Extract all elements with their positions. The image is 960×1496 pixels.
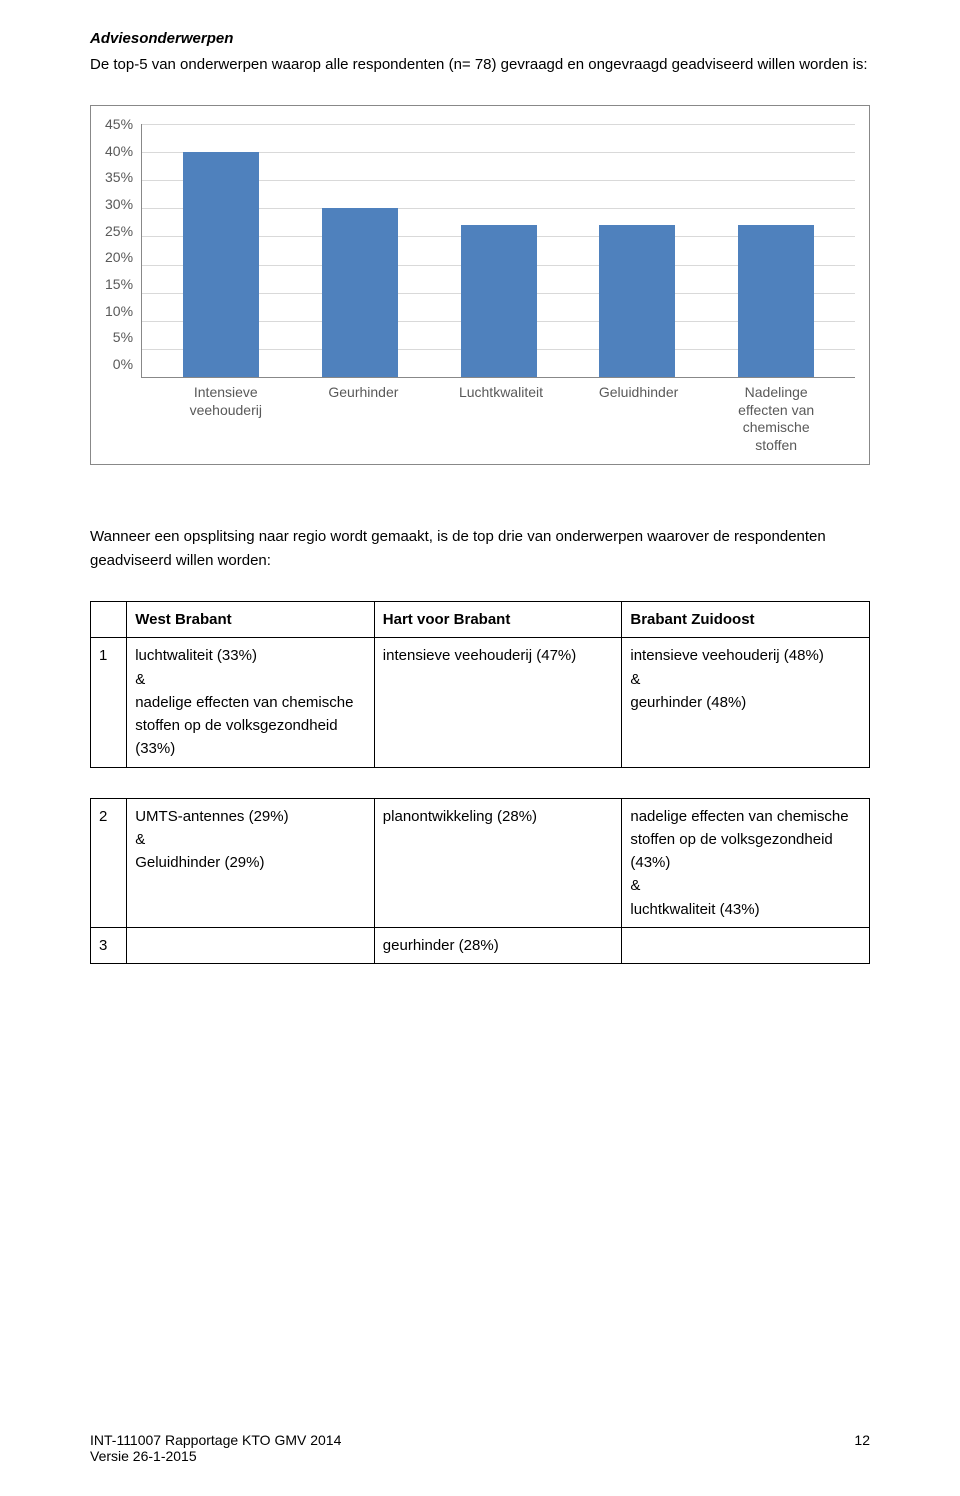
chart-bar-slot: [706, 124, 845, 377]
table-header-row: West Brabant Hart voor Brabant Brabant Z…: [91, 602, 870, 638]
chart-x-axis-row: IntensieveveehouderijGeurhinderLuchtkwal…: [105, 384, 855, 454]
chart-bar: [322, 208, 398, 377]
table-cell-west: luchtwaliteit (33%)&nadelige effecten va…: [127, 638, 375, 767]
chart-y-tick: 30%: [105, 197, 133, 211]
chart-x-label: Nadelingeeffecten vanchemischestoffen: [707, 384, 845, 454]
mid-paragraph: Wanneer een opsplitsing naar regio wordt…: [90, 525, 870, 573]
region-table-1: West Brabant Hart voor Brabant Brabant Z…: [90, 601, 870, 768]
table-cell: UMTS-antennes (29%)&Geluidhinder (29%): [127, 798, 375, 927]
chart-y-tick: 35%: [105, 170, 133, 184]
chart-x-label: Geluidhinder: [570, 384, 708, 454]
table-idx: 2: [91, 798, 127, 927]
table-idx: 1: [91, 638, 127, 767]
footer-page-number: 12: [854, 1432, 870, 1464]
chart-y-tick: 5%: [113, 330, 133, 344]
chart-bar-slot: [152, 124, 291, 377]
footer-line-2: Versie 26-1-2015: [90, 1448, 341, 1464]
chart-y-tick: 45%: [105, 117, 133, 131]
chart-bar-slot: [568, 124, 707, 377]
section-heading: Adviesonderwerpen: [90, 30, 870, 47]
chart-bar-slot: [291, 124, 430, 377]
table-row: 3 geurhinder (28%): [91, 927, 870, 963]
footer-left: INT-111007 Rapportage KTO GMV 2014 Versi…: [90, 1432, 341, 1464]
table-header-hart: Hart voor Brabant: [374, 602, 622, 638]
chart-y-tick: 10%: [105, 304, 133, 318]
chart-x-labels: IntensieveveehouderijGeurhinderLuchtkwal…: [147, 384, 855, 454]
table-cell-hart: intensieve veehouderij (47%): [374, 638, 622, 767]
chart-bars: [142, 124, 855, 377]
table-cell: [127, 927, 375, 963]
table-cell: planontwikkeling (28%): [374, 798, 622, 927]
chart-y-tick: 40%: [105, 144, 133, 158]
chart-y-tick: 0%: [113, 357, 133, 371]
chart-y-tick: 20%: [105, 250, 133, 264]
intro-paragraph: De top-5 van onderwerpen waarop alle res…: [90, 53, 870, 77]
chart-y-tick: 15%: [105, 277, 133, 291]
table-cell: nadelige effecten van chemische stoffen …: [622, 798, 870, 927]
region-table-2: 2UMTS-antennes (29%)&Geluidhinder (29%)p…: [90, 798, 870, 965]
table-row: 2UMTS-antennes (29%)&Geluidhinder (29%)p…: [91, 798, 870, 927]
table-header-blank: [91, 602, 127, 638]
chart-y-axis: 45%40%35%30%25%20%15%10%5%0%: [105, 124, 141, 378]
table-header-west: West Brabant: [127, 602, 375, 638]
table-cell-zuidoost: intensieve veehouderij (48%)&geurhinder …: [622, 638, 870, 767]
chart-bar-slot: [429, 124, 568, 377]
table-row: 1 luchtwaliteit (33%)&nadelige effecten …: [91, 638, 870, 767]
chart-plot-row: 45%40%35%30%25%20%15%10%5%0%: [105, 124, 855, 378]
chart-bar: [183, 152, 259, 377]
chart-bar: [599, 225, 675, 377]
chart-y-tick: 25%: [105, 224, 133, 238]
chart-bar: [461, 225, 537, 377]
footer-line-1: INT-111007 Rapportage KTO GMV 2014: [90, 1432, 341, 1448]
bar-chart: 45% 40% 35% 30% 25% 20% 15% 10% 5% 0% Intensievev…: [90, 105, 870, 465]
page-footer: INT-111007 Rapportage KTO GMV 2014 Versi…: [90, 1432, 870, 1464]
chart-x-label: Luchtkwaliteit: [432, 384, 570, 454]
chart-plot-area: [141, 124, 855, 378]
table-idx: 3: [91, 927, 127, 963]
chart-bar: [738, 225, 814, 377]
table-cell: geurhinder (28%): [374, 927, 622, 963]
table-cell: [622, 927, 870, 963]
chart-x-label: Intensieveveehouderij: [157, 384, 295, 454]
table-header-zuidoost: Brabant Zuidoost: [622, 602, 870, 638]
chart-x-label: Geurhinder: [295, 384, 433, 454]
chart-x-axis-spacer: [105, 384, 147, 454]
